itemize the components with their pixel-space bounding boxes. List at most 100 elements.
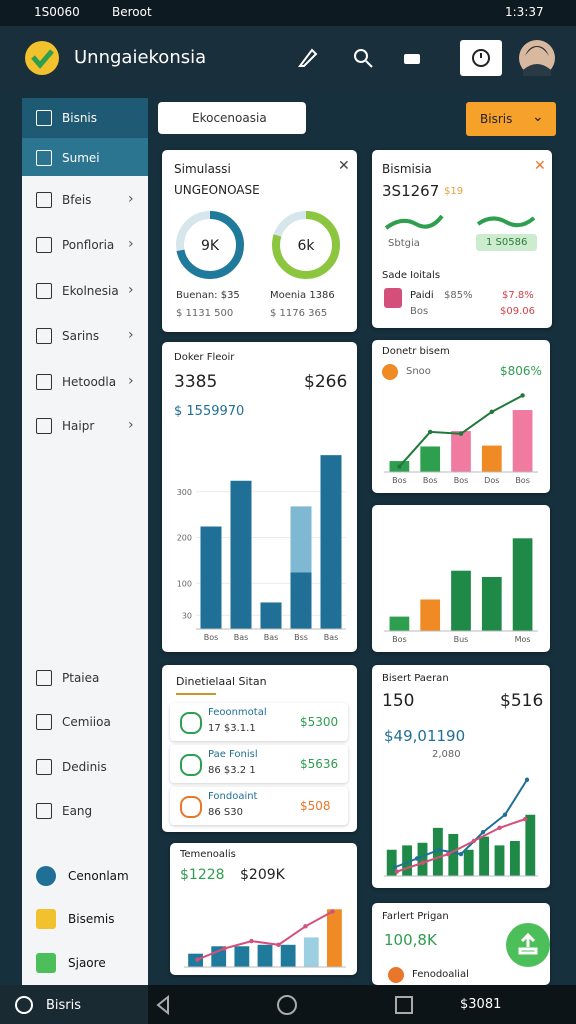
sidebar-label: Hetoodla [62, 375, 117, 389]
sparkline [384, 214, 536, 230]
card-title: Simulassi [174, 162, 231, 176]
card-title: Farlert Prigan [382, 911, 449, 922]
card-title: Doker Fleoir [174, 352, 235, 363]
sidebar-item[interactable]: Haipr › [22, 412, 148, 440]
bottom-nav: Bisris $3081 [0, 985, 576, 1024]
fab[interactable] [506, 923, 550, 967]
sidebar-active [22, 138, 148, 176]
sidebar-icon [36, 283, 52, 299]
bar [320, 455, 342, 629]
ring-label: 6k [297, 238, 315, 254]
row-label: Paidi [410, 290, 434, 301]
card-title: Donetr bisem [382, 346, 450, 357]
sidebar-label: Sarins [62, 329, 100, 343]
growth-label: Snoo [406, 366, 431, 377]
bar [420, 446, 441, 472]
badge: $19 [444, 186, 464, 197]
sidebar-item[interactable]: Bisnis [22, 104, 148, 132]
close[interactable]: ✕ [338, 158, 350, 174]
sidebar-item[interactable]: Cenonlam [22, 862, 148, 890]
line-point [222, 946, 227, 951]
sidebar-icon [36, 150, 52, 166]
y-tick-label: 30 [182, 611, 192, 620]
line-point [497, 825, 502, 831]
trends-left: $1228 [180, 867, 225, 883]
sidebar-label: Bfeis [62, 193, 92, 207]
sidebar-item[interactable]: Ekolnesia › [22, 277, 148, 305]
trends-card: Temenoalis $1228 $209K [170, 843, 357, 975]
line-point [394, 869, 400, 874]
sidebar-icon [36, 237, 52, 253]
x-tick-label: Bos [392, 635, 407, 644]
line-point [397, 464, 402, 469]
sidebar-label: Ponfloria [62, 238, 115, 252]
header: Unngaiekonsia [0, 26, 576, 90]
sidebar-label: Cemiioa [62, 715, 111, 729]
sidebar-item[interactable]: Cemiioa [22, 708, 148, 736]
avatar[interactable] [519, 40, 555, 76]
detail-icon [180, 754, 202, 776]
card-title: Bisert Paeran [382, 673, 449, 684]
line-point [276, 942, 281, 947]
total: $ 1131 500 [176, 308, 234, 319]
x-tick-label: Bss [294, 633, 308, 642]
sidebar-item[interactable]: Ponfloria › [22, 231, 148, 259]
y-tick-label: 300 [177, 488, 192, 497]
sidebar-icon [36, 670, 52, 686]
forecast-card: Bisert Paeran 150 $516 $49,01190 2,080 [372, 665, 550, 888]
logo[interactable] [24, 40, 60, 76]
bar [481, 445, 502, 472]
detail-icon [180, 712, 202, 734]
card-title: Temenoalis [180, 849, 236, 860]
ring-arc [176, 211, 244, 279]
line-point [489, 409, 494, 415]
sidebar-item[interactable]: Sarins › [22, 322, 148, 350]
bar [260, 602, 282, 629]
cart-icon[interactable] [400, 46, 424, 70]
sidebar-item[interactable]: Ptaiea [22, 664, 148, 692]
action-button[interactable]: Bisris ⌄ [466, 102, 556, 136]
sidebar-label: Ekolnesia [62, 284, 119, 298]
line-point [428, 429, 433, 435]
bar [290, 506, 312, 573]
chevron: › [128, 327, 134, 343]
summary-chart: Bos Bus Mos [384, 538, 538, 644]
forecast-chart [384, 777, 538, 877]
sidebar-icon [36, 803, 52, 819]
forecast-value: $516 [500, 691, 544, 711]
sidebar-item[interactable]: Bfeis › [22, 186, 148, 214]
sidebar-item[interactable]: Hetoodla › [22, 368, 148, 396]
search-box[interactable]: Ekocenoasia [158, 102, 306, 134]
sidebar-item[interactable]: Eang [22, 797, 148, 825]
forecast-sub: 2,080 [432, 749, 461, 760]
sidebar-item[interactable]: Bisemis [22, 905, 148, 933]
detail-amount: $5636 [300, 757, 339, 771]
sidebar-item[interactable]: Sumei [22, 144, 148, 172]
growth-card: Donetr bisem Snoo $806% Bos Bos Bos Dos Bos [372, 340, 550, 493]
detail-icon [180, 796, 202, 818]
status-bar: 1S0060 Beroot 1:3:37 [0, 0, 576, 26]
growth-value: $806% [500, 364, 542, 378]
x-tick-label: Bas [234, 633, 249, 642]
row-value: $85% [444, 290, 473, 301]
sidebar-icon [36, 909, 56, 929]
system-nav[interactable] [150, 993, 440, 1017]
profile-value: 100,8K [384, 931, 437, 949]
sidebar-item[interactable]: Sjaore [22, 949, 148, 977]
report-card: Doker Fleoir 3385 $266 $ 1559970 30 100 20… [162, 342, 357, 652]
bar [448, 834, 459, 876]
chevron: › [128, 373, 134, 389]
y-tick-label: 100 [177, 579, 192, 588]
sidebar-item[interactable]: Dedinis [22, 753, 148, 781]
sidebar-label: Bisemis [68, 912, 115, 926]
close[interactable]: ✕ [534, 158, 546, 174]
bar [463, 849, 474, 876]
search-icon[interactable] [351, 46, 375, 70]
nav-home[interactable] [0, 985, 148, 1024]
edit-icon[interactable] [296, 46, 320, 70]
clock-button[interactable] [460, 40, 502, 76]
details-card: Dinetielaal Sitan Feoonmotal 17 $3.1.1 $53… [162, 665, 357, 832]
sidebar-label: Bisnis [62, 111, 98, 125]
bar [509, 841, 520, 876]
sidebar-icon [36, 953, 56, 973]
